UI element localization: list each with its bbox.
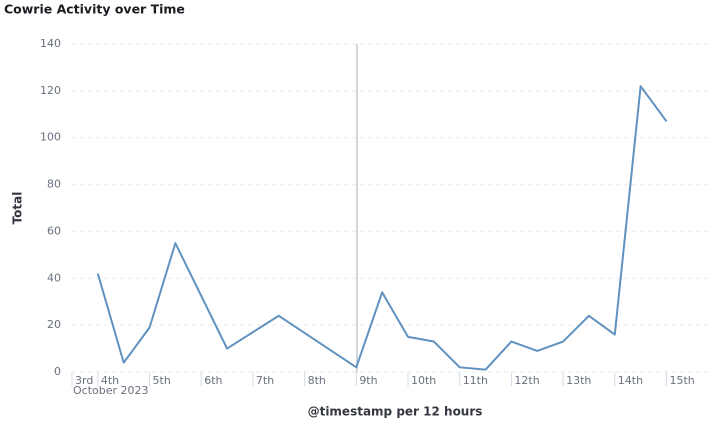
x-tick-label: 13th [566,374,591,387]
line-series [96,85,668,371]
x-tick-label: 12th [514,374,539,387]
y-tick-label: 120 [40,84,61,97]
y-tick-label: 40 [47,271,61,284]
y-tick-label: 80 [47,178,61,191]
chart-title: Cowrie Activity over Time [4,2,185,17]
x-tick-label: 9th [359,374,377,387]
x-tick-label: 11th [463,374,488,387]
x-tick-label: 14th [618,374,643,387]
x-tick-label: 10th [411,374,436,387]
y-tick-label: 140 [40,37,61,50]
x-tick-label: 3rd [75,374,93,387]
x-tick-label: 4th [101,374,119,387]
y-axis-title: Total [11,192,25,225]
y-tick-label: 100 [40,131,61,144]
x-tick-label: 15th [669,374,694,387]
x-axis-title: @timestamp per 12 hours [308,405,483,419]
x-tick-label: 5th [153,374,171,387]
x-sublabel: October 2023 [73,384,149,397]
y-tick-label: 60 [47,224,61,237]
x-tick-label: 6th [204,374,222,387]
x-tick-label: 8th [308,374,326,387]
y-tick-label: 0 [54,365,61,378]
x-tick-label: 7th [256,374,274,387]
y-tick-label: 20 [47,318,61,331]
